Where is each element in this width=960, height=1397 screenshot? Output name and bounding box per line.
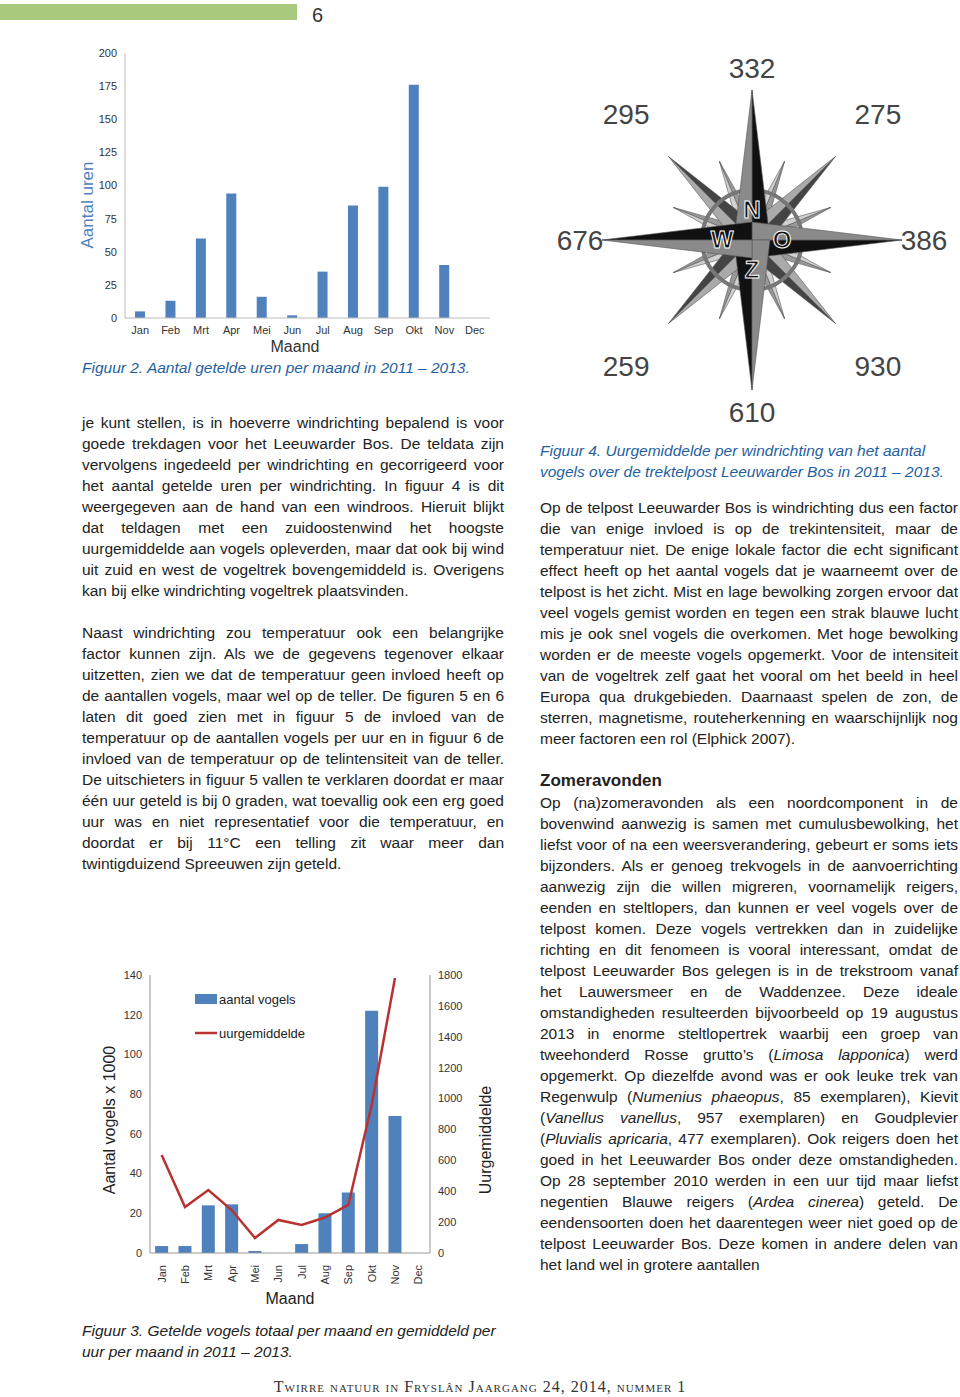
svg-text:25: 25	[105, 279, 117, 291]
html-text:Op de telpost Leeuwarder Bos i: Op de telpost Leeuwarder Bos is windrich…	[540, 499, 958, 747]
svg-text:Aug: Aug	[343, 324, 363, 336]
svg-text:80: 80	[130, 1088, 142, 1100]
svg-text:W: W	[711, 226, 734, 253]
svg-text:Feb: Feb	[179, 1265, 191, 1284]
html-text:Twirre natuur in Fryslân Jaarg: Twirre natuur in Fryslân Jaargang 24, 20…	[273, 1378, 687, 1395]
svg-text:100: 100	[99, 179, 117, 191]
svg-text:Jul: Jul	[296, 1265, 308, 1279]
html-text:Aantal vogels x 1000: Aantal vogels x 1000	[101, 1045, 118, 1195]
svg-text:120: 120	[124, 1009, 142, 1021]
svg-text:40: 40	[130, 1167, 142, 1179]
svg-text:930: 930	[855, 351, 902, 382]
html-text:je kunt stellen, is in hoeverr: je kunt stellen, is in hoeverre windrich…	[82, 414, 504, 599]
svg-text:Nov: Nov	[435, 324, 455, 336]
svg-text:Aug: Aug	[319, 1265, 331, 1285]
html-text:Aantal uren: Aantal uren	[78, 161, 97, 249]
svg-text:0: 0	[438, 1247, 444, 1259]
html-text:uurgemiddelde: uurgemiddelde	[219, 1025, 305, 1041]
svg-text:Mrt: Mrt	[193, 324, 209, 336]
html-text:Op (na)zomeravonden als een no: Op (na)zomeravonden als een noordcompone…	[540, 794, 958, 1273]
svg-text:1200: 1200	[438, 1062, 462, 1074]
html-text:Maand: Maand	[265, 1290, 315, 1307]
svg-text:Z: Z	[745, 256, 760, 283]
svg-text:Jun: Jun	[283, 324, 301, 336]
svg-text:150: 150	[99, 113, 117, 125]
svg-text:259: 259	[603, 351, 650, 382]
svg-text:Okt: Okt	[405, 324, 422, 336]
svg-text:Feb: Feb	[161, 324, 180, 336]
svg-text:1000: 1000	[438, 1092, 462, 1104]
svg-text:Okt: Okt	[366, 1265, 378, 1282]
svg-text:60: 60	[130, 1128, 142, 1140]
svg-text:1400: 1400	[438, 1031, 462, 1043]
svg-text:Dec: Dec	[465, 324, 485, 336]
svg-text:1800: 1800	[438, 969, 462, 981]
svg-text:0: 0	[136, 1247, 142, 1259]
html-text:6: 6	[312, 4, 324, 26]
svg-text:Mrt: Mrt	[202, 1265, 214, 1281]
html-text:Naast windrichting zou tempera: Naast windrichting zou temperatuur ook e…	[82, 624, 504, 872]
svg-text:O: O	[773, 226, 792, 253]
svg-text:600: 600	[438, 1154, 456, 1166]
svg-text:Jan: Jan	[131, 324, 149, 336]
html-text:Maand: Maand	[270, 338, 320, 355]
svg-text:Jun: Jun	[272, 1265, 284, 1283]
svg-text:200: 200	[438, 1216, 456, 1228]
svg-text:140: 140	[124, 969, 142, 981]
svg-text:Sep: Sep	[374, 324, 394, 336]
svg-text:Mei: Mei	[249, 1265, 261, 1283]
svg-text:676: 676	[557, 225, 604, 256]
svg-text:100: 100	[124, 1048, 142, 1060]
svg-text:20: 20	[130, 1207, 142, 1219]
html-text:Zomeravonden: Zomeravonden	[540, 771, 662, 790]
svg-text:295: 295	[603, 99, 650, 130]
svg-text:Nov: Nov	[389, 1265, 401, 1285]
html-text:Figuur 3. Getelde vogels totaa: Figuur 3. Getelde vogels totaal per maan…	[82, 1322, 496, 1360]
svg-text:800: 800	[438, 1123, 456, 1135]
svg-text:Dec: Dec	[412, 1265, 424, 1285]
html-text:aantal vogels: aantal vogels	[219, 991, 296, 1007]
svg-text:0: 0	[111, 312, 117, 324]
html-text:Figuur 4. Uurgemiddelde per wi: Figuur 4. Uurgemiddelde per windrichting…	[540, 442, 944, 480]
svg-text:Apr: Apr	[223, 324, 240, 336]
svg-text:N: N	[743, 196, 760, 223]
svg-text:175: 175	[99, 80, 117, 92]
svg-text:Sep: Sep	[342, 1265, 354, 1285]
svg-text:332: 332	[729, 53, 776, 84]
svg-text:75: 75	[105, 213, 117, 225]
svg-text:125: 125	[99, 146, 117, 158]
svg-text:50: 50	[105, 246, 117, 258]
svg-text:275: 275	[855, 99, 902, 130]
svg-text:386: 386	[901, 225, 948, 256]
svg-text:Mei: Mei	[253, 324, 271, 336]
svg-text:Jan: Jan	[156, 1265, 168, 1283]
svg-text:400: 400	[438, 1185, 456, 1197]
svg-text:1600: 1600	[438, 1000, 462, 1012]
svg-text:Jul: Jul	[316, 324, 330, 336]
svg-text:Apr: Apr	[226, 1265, 238, 1282]
html-text:Uurgemiddelde: Uurgemiddelde	[477, 1085, 494, 1195]
svg-text:610: 610	[729, 397, 776, 428]
svg-text:200: 200	[99, 47, 117, 59]
html-text:Figuur 2. Aantal getelde uren: Figuur 2. Aantal getelde uren per maand …	[82, 359, 470, 376]
